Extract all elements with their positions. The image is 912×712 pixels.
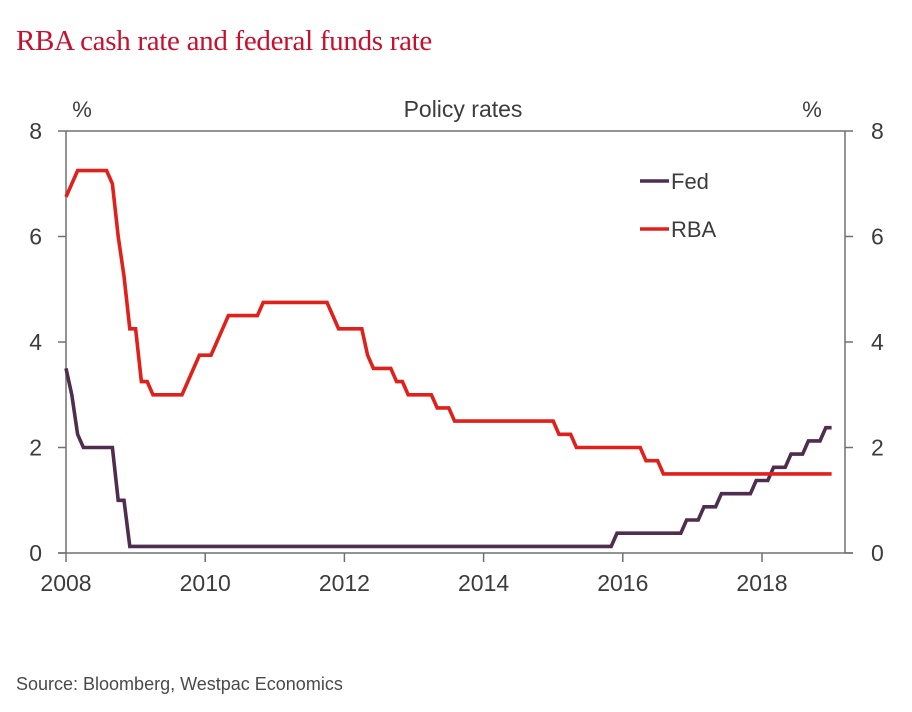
x-tick-label: 2008	[40, 570, 91, 596]
y-tick-label-right: 0	[871, 540, 884, 566]
legend: Fed RBA	[640, 169, 717, 242]
y-tick-label-right: 8	[871, 118, 884, 144]
x-tick-label: 2018	[736, 570, 787, 596]
left-axis-unit: %	[72, 97, 92, 122]
y-tick-label-left: 8	[29, 118, 42, 144]
source-note: Source: Bloomberg, Westpac Economics	[16, 674, 343, 694]
series-layer	[64, 168, 832, 549]
axes: 0 0 2 2 4 4 6 6 8 8 2008 2010 2012 2014 2016 2018	[29, 118, 884, 596]
legend-label-rba: RBA	[671, 217, 717, 242]
y-tick-label-right: 4	[871, 329, 884, 355]
x-tick-label: 2014	[458, 570, 509, 596]
x-tick-label: 2012	[319, 570, 370, 596]
y-tick-label-left: 6	[29, 224, 42, 250]
series-line-rba	[64, 168, 832, 476]
y-tick-label-right: 6	[871, 224, 884, 250]
y-tick-label-left: 0	[29, 540, 42, 566]
x-tick-label: 2016	[597, 570, 648, 596]
right-axis-unit: %	[802, 97, 822, 122]
y-tick-label-left: 4	[29, 329, 42, 355]
series-line-fed	[64, 368, 832, 549]
legend-label-fed: Fed	[671, 169, 709, 194]
chart-title: RBA cash rate and federal funds rate	[16, 25, 432, 57]
y-tick-label-right: 2	[871, 435, 884, 461]
x-tick-label: 2010	[180, 570, 231, 596]
chart-subtitle: Policy rates	[404, 96, 523, 122]
y-tick-label-left: 2	[29, 435, 42, 461]
